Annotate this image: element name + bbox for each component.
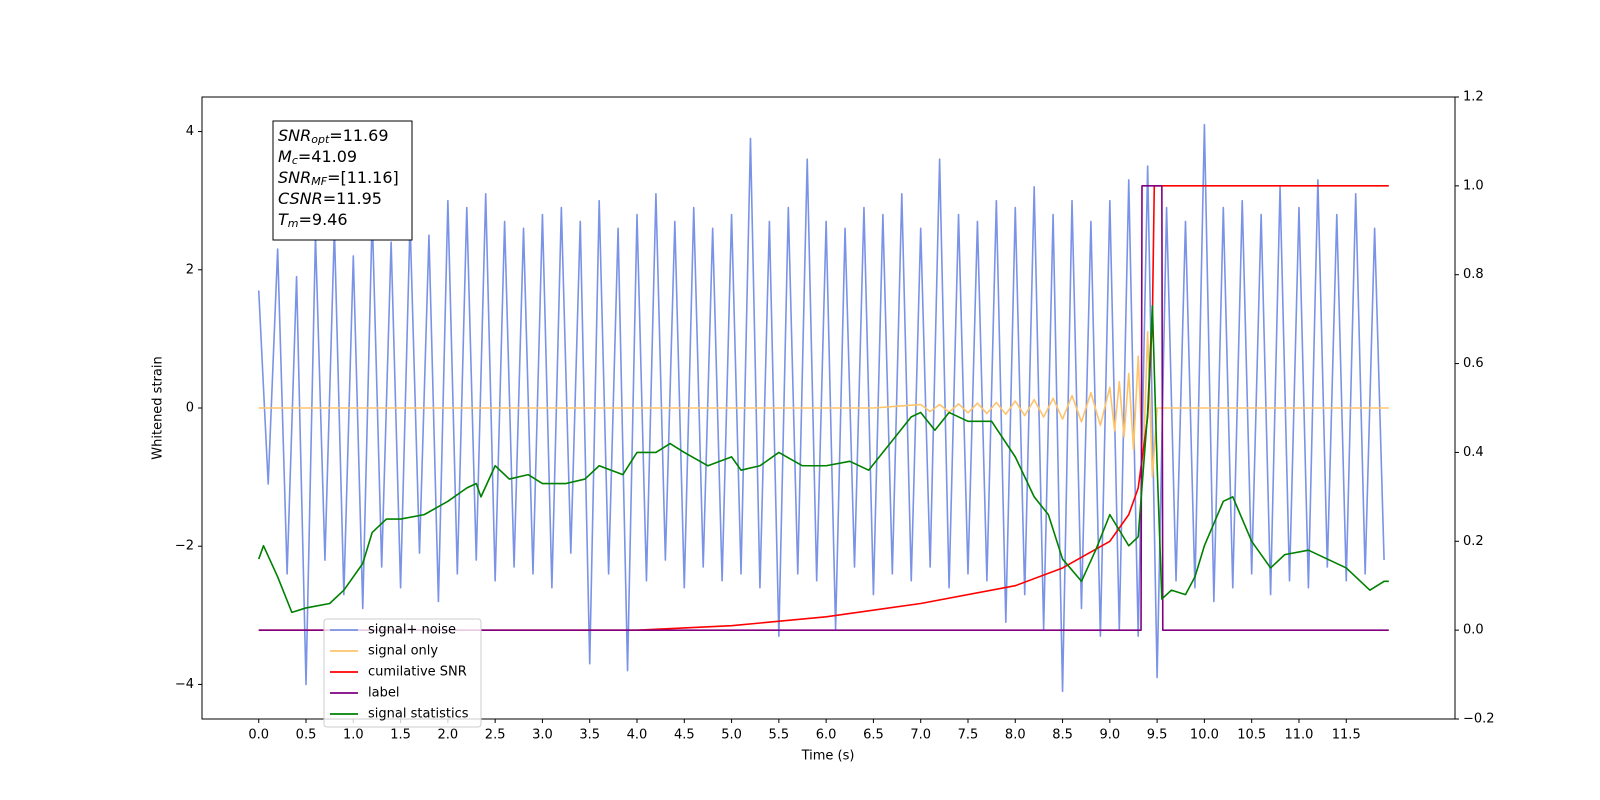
annotation-subscript: MF — [311, 175, 327, 188]
annotation-subscript: m — [288, 217, 299, 230]
y2-tick-label: 0.8 — [1463, 267, 1484, 282]
y2-tick-label: −0.2 — [1463, 712, 1495, 727]
y-tick-label: −4 — [175, 677, 194, 692]
x-tick-label: 1.5 — [390, 728, 411, 743]
annotation-value: =41.09 — [298, 147, 357, 166]
x-tick-label: 8.5 — [1052, 728, 1073, 743]
legend-label: signal statistics — [368, 707, 469, 722]
x-tick-label: 5.0 — [721, 728, 742, 743]
legend-label: label — [368, 686, 399, 701]
x-tick-label: 7.5 — [958, 728, 979, 743]
x-tick-label: 4.0 — [627, 728, 648, 743]
y-tick-label: 0 — [186, 401, 194, 416]
annotation-subscript: opt — [311, 133, 330, 146]
annotation-value: =[11.16] — [327, 168, 399, 187]
x-tick-label: 7.0 — [910, 728, 931, 743]
x-axis-label: Time (s) — [801, 749, 855, 764]
x-tick-label: 6.0 — [816, 728, 837, 743]
y2-tick-label: 1.2 — [1463, 90, 1484, 105]
annotation: Tm=9.46 — [278, 210, 348, 231]
x-tick-label: 3.5 — [579, 728, 600, 743]
x-tick-label: 1.0 — [343, 728, 364, 743]
annotation-symbol: CSNR — [278, 189, 323, 208]
annotation-value: =11.95 — [323, 189, 382, 208]
x-tick-label: 0.5 — [296, 728, 317, 743]
x-tick-label: 2.5 — [485, 728, 506, 743]
annotation-subscript: c — [292, 154, 298, 167]
x-tick-label: 2.0 — [438, 728, 459, 743]
annotation-symbol: T — [278, 210, 289, 229]
y-tick-label: 2 — [186, 262, 194, 277]
annotation: CSNR=11.95 — [278, 189, 382, 208]
y-tick-label: −2 — [175, 539, 194, 554]
legend-label: cumilative SNR — [368, 665, 467, 680]
annotation-box: SNRopt=11.69Mc=41.09SNRMF=[11.16]CSNR=11… — [272, 120, 413, 241]
y2-tick-label: 0.2 — [1463, 534, 1484, 549]
x-tick-label: 9.0 — [1099, 728, 1120, 743]
annotation-symbol: M — [278, 147, 292, 166]
series-line — [258, 185, 1389, 631]
legend-frame — [323, 618, 482, 728]
annotation-value: =11.69 — [329, 126, 388, 145]
series-line — [258, 331, 1389, 478]
x-tick-label: 10.0 — [1190, 728, 1219, 743]
legend-label: signal+ noise — [368, 623, 456, 638]
series-line — [257, 123, 1385, 693]
x-tick-label: 0.0 — [248, 728, 269, 743]
annotation-value: =9.46 — [299, 210, 348, 229]
legend: signal+ noise signal only cumilative SNR la… — [323, 618, 482, 728]
x-tick-label: 11.0 — [1284, 728, 1313, 743]
annotation: SNRMF=[11.16] — [278, 168, 399, 189]
series-line — [257, 305, 1389, 614]
y2-tick-label: 0.0 — [1463, 623, 1484, 638]
x-tick-label: 5.5 — [769, 728, 790, 743]
annotation: SNRopt=11.69 — [278, 126, 389, 147]
annotation-symbol: SNR — [278, 168, 311, 187]
annotation: Mc=41.09 — [278, 147, 357, 168]
x-tick-label: 3.0 — [532, 728, 553, 743]
annotation-frame — [272, 120, 413, 241]
y-axis-label: Whitened strain — [151, 356, 166, 459]
y-tick-label: 4 — [186, 124, 194, 139]
x-tick-label: 4.5 — [674, 728, 695, 743]
y2-tick-label: 0.6 — [1463, 356, 1484, 371]
x-tick-label: 8.0 — [1005, 728, 1026, 743]
x-tick-label: 11.5 — [1332, 728, 1361, 743]
x-tick-label: 6.5 — [863, 728, 884, 743]
y2-tick-label: 1.0 — [1463, 178, 1484, 193]
plot-area — [257, 123, 1389, 693]
annotation-symbol: SNR — [278, 126, 311, 145]
y2-tick-label: 0.4 — [1463, 445, 1484, 460]
x-tick-label: 9.5 — [1147, 728, 1168, 743]
x-tick-label: 10.5 — [1237, 728, 1266, 743]
legend-label: signal only — [368, 644, 438, 659]
